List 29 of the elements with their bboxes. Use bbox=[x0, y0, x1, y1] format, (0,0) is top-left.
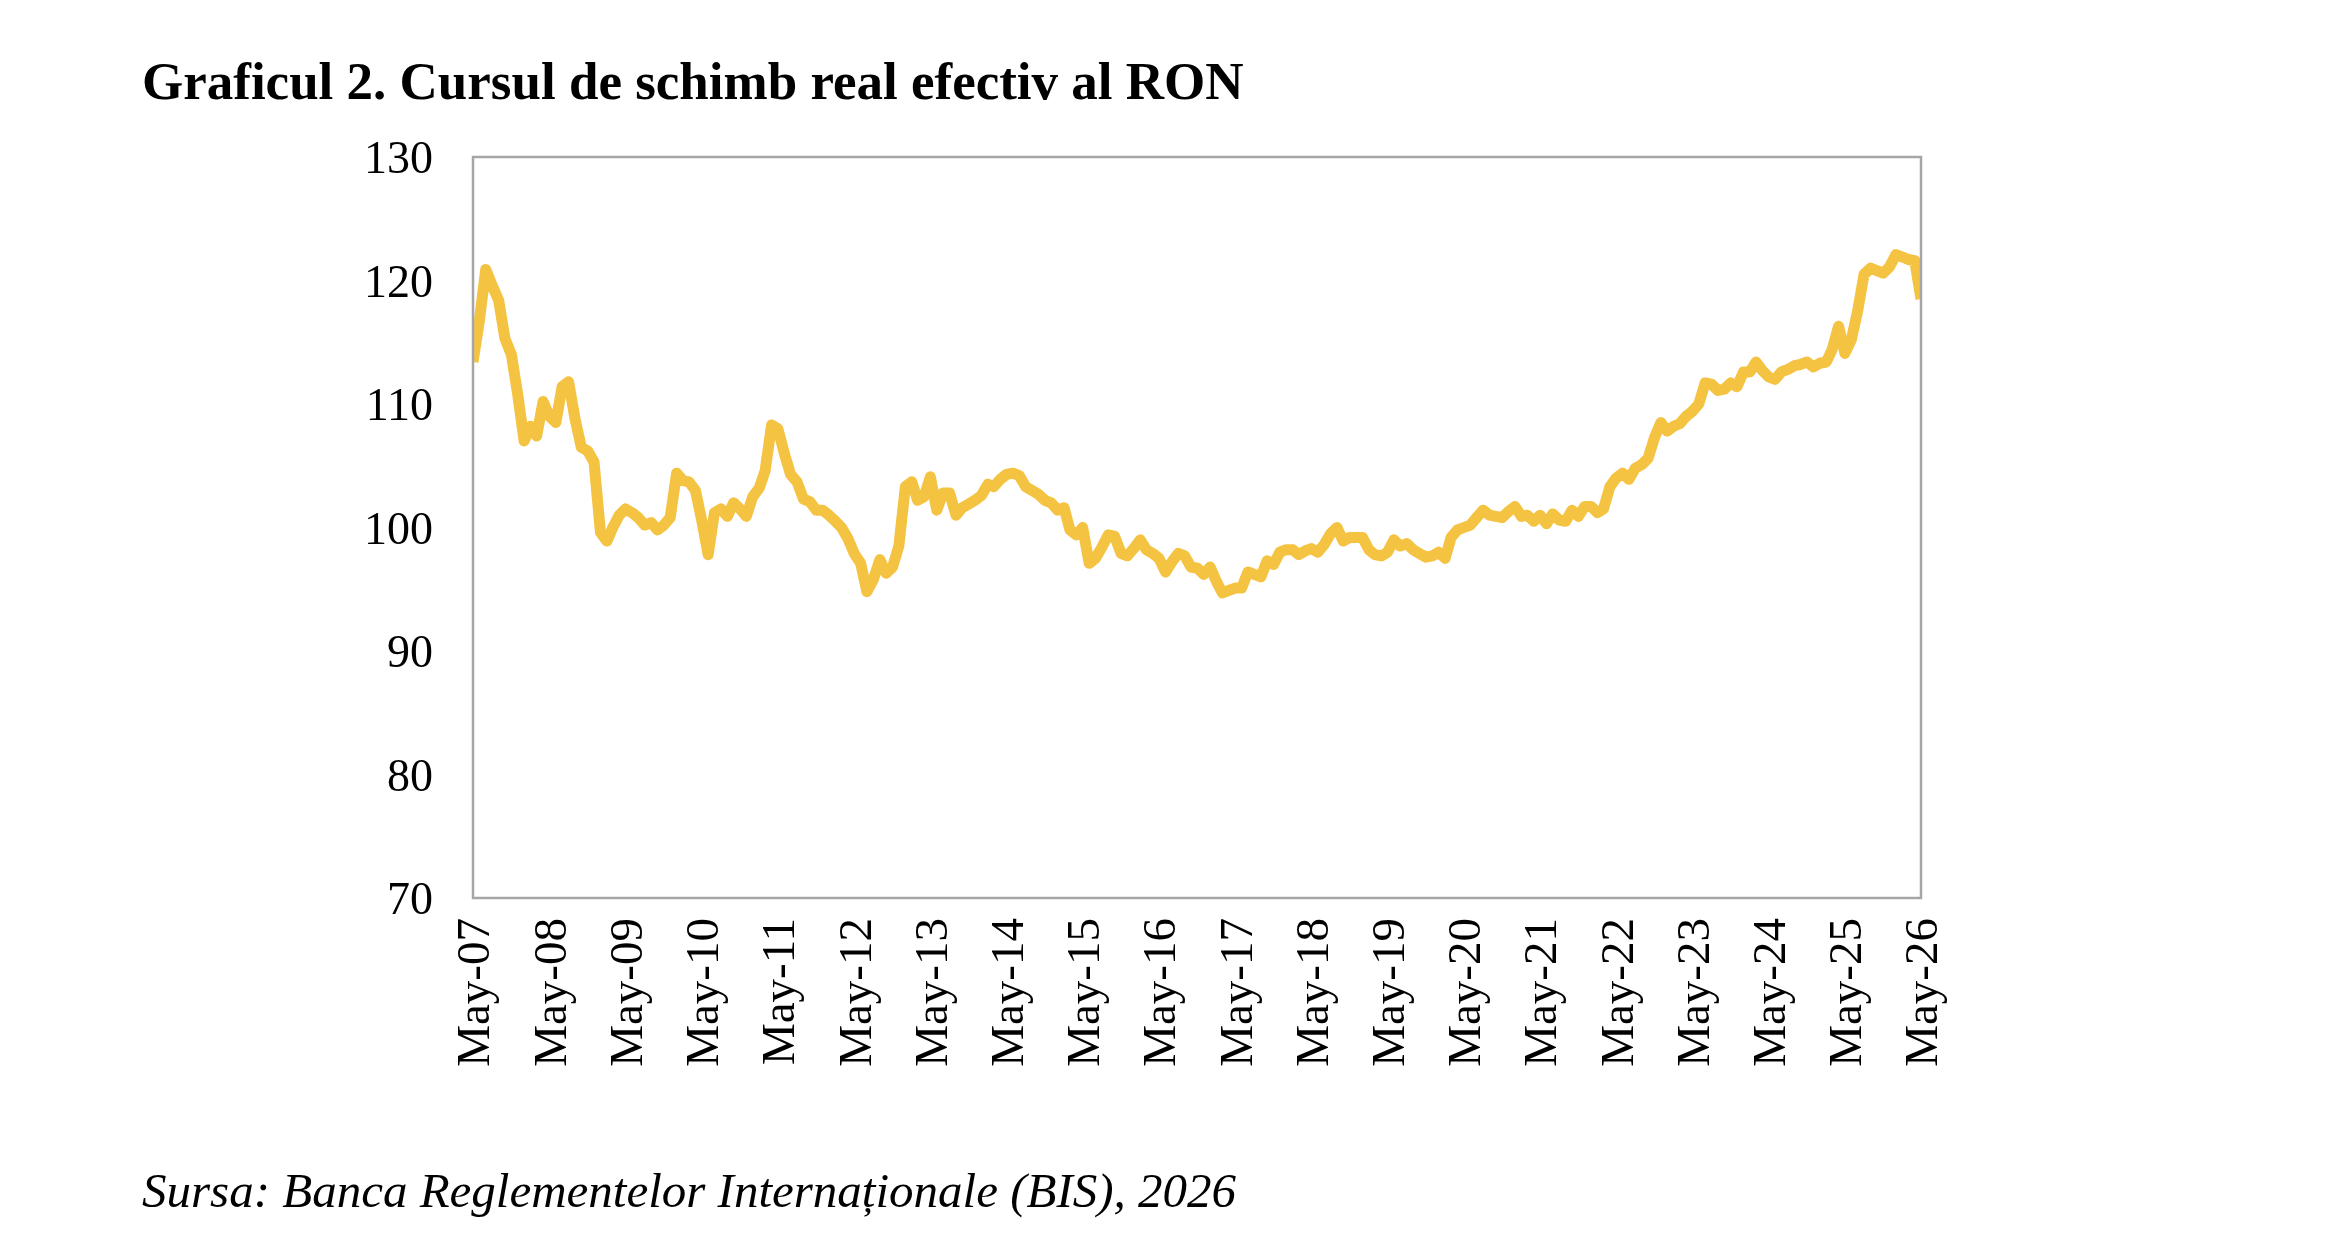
y-tick-label: 130 bbox=[364, 132, 433, 184]
y-tick-label: 90 bbox=[387, 626, 433, 678]
y-tick-label: 70 bbox=[387, 873, 433, 925]
x-tick-label: May-21 bbox=[1514, 918, 1567, 1067]
y-tick-label: 100 bbox=[364, 502, 433, 554]
y-tick-label: 120 bbox=[364, 255, 433, 307]
x-tick-label: May-08 bbox=[523, 918, 576, 1067]
y-tick-label: 80 bbox=[387, 749, 433, 801]
x-tick-label: May-13 bbox=[904, 918, 957, 1067]
y-tick-label: 110 bbox=[365, 379, 433, 431]
x-tick-label: May-11 bbox=[752, 918, 805, 1066]
x-tick-label: May-24 bbox=[1743, 918, 1796, 1067]
x-tick-label: May-16 bbox=[1133, 918, 1186, 1067]
x-tick-label: May-07 bbox=[447, 918, 500, 1067]
x-tick-label: May-15 bbox=[1057, 918, 1110, 1067]
x-tick-label: May-09 bbox=[599, 918, 652, 1067]
x-tick-label: May-26 bbox=[1895, 918, 1948, 1067]
x-tick-label: May-19 bbox=[1361, 918, 1414, 1067]
x-tick-label: May-17 bbox=[1209, 918, 1262, 1067]
x-tick-label: May-14 bbox=[980, 918, 1033, 1067]
chart-title: Graficul 2. Cursul de schimb real efectiv al RON bbox=[142, 52, 1244, 110]
x-tick-label: May-25 bbox=[1819, 918, 1872, 1067]
x-tick-label: May-23 bbox=[1666, 918, 1719, 1067]
text: Sursa: Banca Reglementelor Internaționale (BIS), 2026 bbox=[142, 1163, 1237, 1218]
x-tick-label: May-18 bbox=[1285, 918, 1338, 1067]
x-tick-label: May-20 bbox=[1438, 918, 1491, 1067]
x-tick-label: May-22 bbox=[1590, 918, 1643, 1067]
x-tick-label: May-10 bbox=[676, 918, 729, 1067]
x-tick-label: May-12 bbox=[828, 918, 881, 1067]
